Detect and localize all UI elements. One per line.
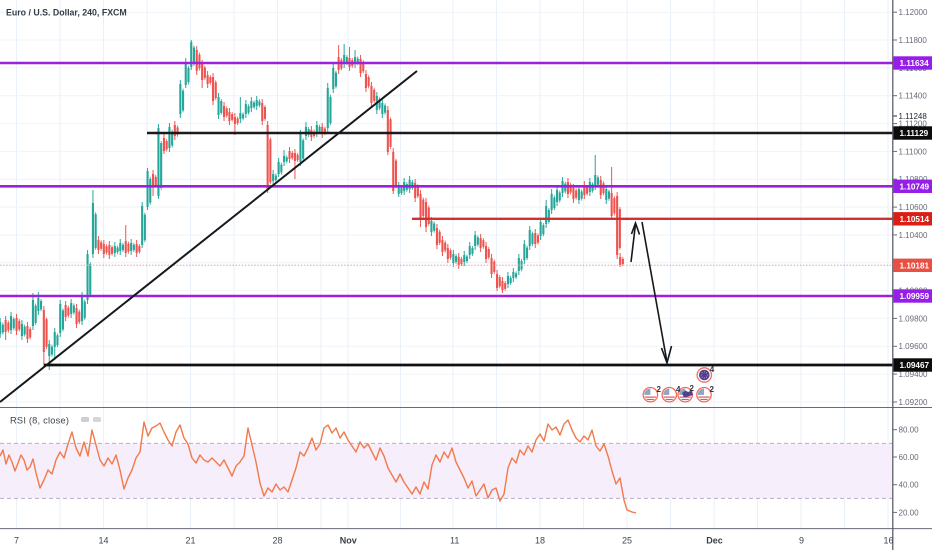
svg-text:1.10600: 1.10600 [899,203,928,212]
svg-text:1.09800: 1.09800 [899,314,928,323]
svg-text:40.00: 40.00 [899,481,920,490]
svg-text:25: 25 [622,536,632,546]
svg-text:2: 2 [657,385,662,394]
svg-text:7: 7 [14,536,19,546]
svg-text:9: 9 [799,536,804,546]
svg-text:60.00: 60.00 [899,453,920,462]
svg-text:1.12000: 1.12000 [899,8,928,17]
svg-text:1.09467: 1.09467 [900,361,930,370]
svg-text:1.10400: 1.10400 [899,231,928,240]
svg-text:1.11129: 1.11129 [900,129,929,138]
svg-text:1.09400: 1.09400 [899,370,928,379]
svg-text:1.09600: 1.09600 [899,342,928,351]
svg-text:80.00: 80.00 [899,426,920,435]
svg-text:4: 4 [676,385,681,394]
svg-text:1.09959: 1.09959 [900,292,930,301]
svg-text:Nov: Nov [340,536,357,546]
svg-text:2: 2 [710,385,715,394]
svg-text:11: 11 [450,536,459,546]
svg-text:1.10514: 1.10514 [900,215,930,224]
svg-text:18: 18 [535,536,545,546]
svg-text:20.00: 20.00 [899,508,920,517]
svg-text:1.10749: 1.10749 [900,182,930,191]
svg-text:4: 4 [710,365,715,374]
svg-text:Dec: Dec [706,536,723,546]
svg-text:14: 14 [98,536,108,546]
svg-text:21: 21 [185,536,195,546]
svg-text:2: 2 [690,384,695,393]
svg-text:1.11634: 1.11634 [900,59,930,68]
svg-text:28: 28 [272,536,282,546]
svg-text:1.11200: 1.11200 [899,120,928,129]
svg-text:1.09200: 1.09200 [899,398,928,407]
svg-text:Euro / U.S. Dollar, 240, FXCM: Euro / U.S. Dollar, 240, FXCM [6,8,127,18]
svg-text:RSI (8, close): RSI (8, close) [10,416,69,426]
svg-text:1.11000: 1.11000 [899,147,928,156]
svg-text:1.11800: 1.11800 [899,36,928,45]
svg-text:1.11248: 1.11248 [899,112,928,121]
svg-text:16: 16 [883,536,893,546]
svg-text:1.10181: 1.10181 [900,261,930,270]
svg-text:1.11400: 1.11400 [899,92,928,101]
